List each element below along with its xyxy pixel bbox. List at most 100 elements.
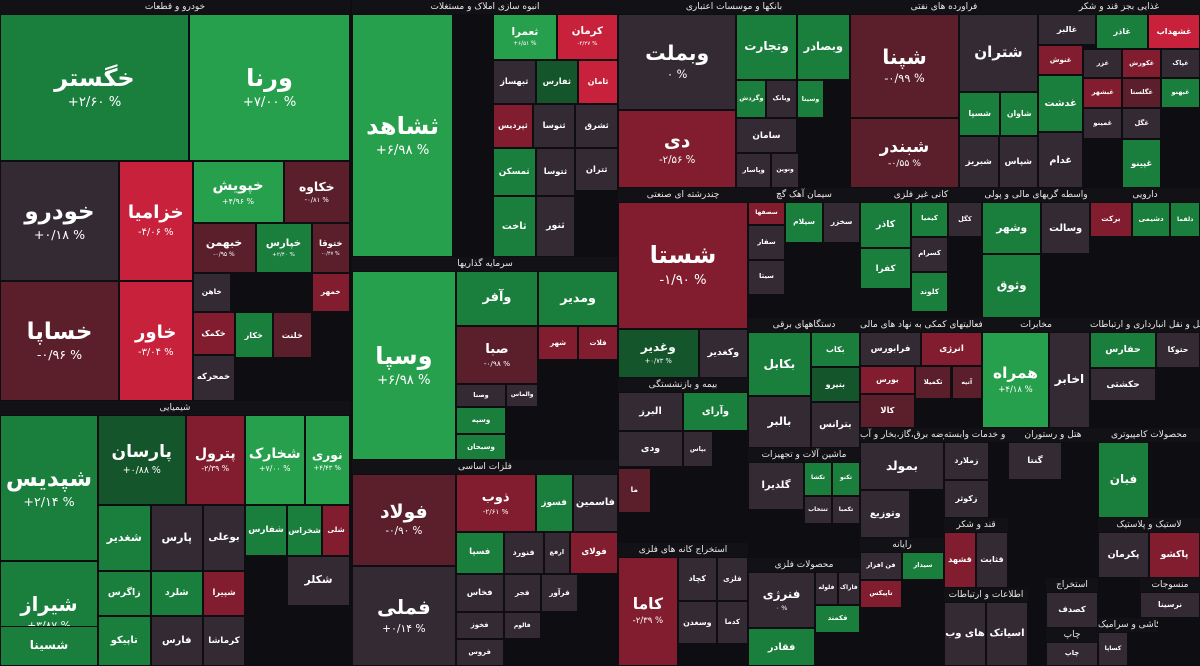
stock-tile[interactable]: فنورد [503,531,544,574]
stock-tile[interactable]: خاهن [192,273,231,312]
stock-tile[interactable]: گنتا [1008,442,1062,480]
stock-tile[interactable]: وآرای [683,392,748,432]
stock-tile[interactable]: وصنا [455,384,507,408]
stock-tile[interactable]: کدما [716,600,748,645]
stock-tile[interactable]: تاپیکس [860,580,902,608]
stock-tile[interactable]: تکنو [832,462,860,496]
stock-tile[interactable]: وسینا [796,80,825,119]
stock-tile[interactable]: سیتا [748,260,785,295]
stock-tile[interactable]: شفارس [245,505,287,556]
stock-tile[interactable]: نوری +۴/۴۳ % [304,415,350,506]
stock-tile[interactable]: والماس [506,384,539,408]
stock-tile[interactable]: وشهر [982,202,1042,255]
stock-tile[interactable]: البرز [618,392,683,432]
stock-tile[interactable]: فلزی [716,557,748,601]
stock-tile[interactable]: خزامیا -۴/۰۶ % [119,161,193,282]
stock-tile[interactable]: تکشا [804,462,832,496]
stock-tile[interactable]: وسبحان [455,433,507,460]
stock-tile[interactable]: سفار [748,225,785,260]
stock-tile[interactable]: بمولد [860,442,944,490]
stock-tile[interactable]: خکاوه -۰/۸۱ % [283,161,350,223]
stock-tile[interactable]: حفارس [1090,332,1156,369]
stock-tile[interactable]: ثامان [578,60,618,104]
stock-tile[interactable]: اسیاتک [986,602,1028,666]
stock-tile[interactable]: خساپا -۰/۹۶ % [0,281,119,401]
stock-tile[interactable]: سیلام [784,202,824,243]
stock-tile[interactable]: فولاد -۰/۹۰ % [352,474,456,567]
stock-tile[interactable]: وپاسار [736,153,772,188]
stock-tile[interactable]: وثوق [982,254,1042,318]
stock-tile[interactable]: شخارک +۷/۰۰ % [245,415,305,506]
stock-tile[interactable]: غبشهر [1083,78,1123,108]
stock-tile[interactable]: حتوکا [1156,332,1200,369]
stock-tile[interactable]: فلات [578,325,618,360]
stock-tile[interactable]: پکرمان [1098,532,1149,578]
stock-tile[interactable]: وبملت ۰ % [618,14,737,110]
stock-tile[interactable]: ومدیر [538,271,618,326]
stock-tile[interactable]: غالبر [1038,14,1097,46]
stock-tile[interactable]: همراه +۴/۱۸ % [982,332,1049,428]
stock-tile[interactable]: ثفارس [535,60,579,104]
stock-tile[interactable]: فبان [1098,442,1149,518]
stock-tile[interactable]: وسالت [1041,202,1090,255]
stock-tile[interactable]: تنتخاب [804,495,832,525]
stock-tile[interactable]: فولای [570,531,618,574]
stock-tile[interactable]: فنرژی ۰ % [748,572,816,629]
stock-tile[interactable]: بورس [860,365,915,395]
stock-tile[interactable]: وبصادر [796,14,850,81]
stock-tile[interactable]: اخابر [1048,332,1090,428]
stock-tile[interactable]: غگلستا [1122,78,1162,108]
stock-tile[interactable]: کرماشا [203,615,245,666]
stock-tile[interactable]: ثنور [535,196,576,257]
stock-tile[interactable]: غپاک [1161,48,1200,79]
stock-tile[interactable]: سامان [736,118,797,154]
stock-tile[interactable]: ونوین [771,153,799,188]
stock-tile[interactable]: چاپ [1046,642,1098,666]
stock-tile[interactable]: غمینو [1083,107,1123,140]
stock-tile[interactable]: وسپا +۶/۹۸ % [352,271,456,460]
stock-tile[interactable]: فلوله [815,572,838,605]
stock-tile[interactable]: بکابل [748,332,811,396]
stock-tile[interactable]: شاوان [1000,92,1038,136]
stock-tile[interactable]: فارس [150,615,203,666]
stock-tile[interactable]: شسینا [0,625,98,666]
stock-tile[interactable]: پارس [150,505,203,571]
stock-tile[interactable]: غکورش [1122,48,1162,79]
stock-tile[interactable]: ثمسکن [492,147,536,197]
stock-tile[interactable]: پترول -۲/۳۹ % [185,415,245,506]
stock-tile[interactable]: وآفر [455,271,539,326]
stock-tile[interactable]: وکغدیر [698,328,748,378]
stock-tile[interactable]: فرابورس [860,332,921,366]
stock-tile[interactable]: سصفها [748,202,785,226]
stock-tile[interactable]: ثاخت [492,196,536,257]
stock-tile[interactable]: کالا [860,394,915,428]
stock-tile[interactable]: فسپا [455,531,504,574]
stock-tile[interactable]: غزر [1083,48,1123,79]
stock-tile[interactable]: بترانس [810,401,860,448]
stock-tile[interactable]: بکاب [810,332,860,367]
stock-tile[interactable]: غبهنو [1161,78,1200,108]
stock-tile[interactable]: کاذر [860,202,912,249]
stock-tile[interactable]: ثشاهد +۶/۹۸ % [352,14,454,257]
stock-tile[interactable]: غدشت [1038,74,1084,133]
stock-tile[interactable]: خلنت [273,311,312,359]
stock-tile[interactable]: کلوند [911,271,948,313]
stock-tile[interactable]: زکوثر [944,480,989,518]
stock-tile[interactable]: کسرام [911,236,948,272]
stock-tile[interactable]: خکمک [192,311,235,355]
stock-tile[interactable]: دی -۲/۵۶ % [618,109,737,188]
stock-tile[interactable]: شستا -۱/۹۰ % [618,202,748,329]
stock-tile[interactable]: غپینو [1122,139,1162,188]
stock-tile[interactable]: خاور -۳/۰۴ % [119,281,193,401]
stock-tile[interactable]: کصدف [1046,592,1098,628]
stock-tile[interactable]: فخاس [455,573,504,613]
stock-tile[interactable]: فجر [503,573,541,613]
stock-tile[interactable]: سخزر [823,202,860,243]
stock-tile[interactable]: کساپا [1098,632,1128,666]
stock-tile[interactable]: ارفع [543,531,571,574]
stock-tile[interactable]: ثشرق [575,103,618,148]
stock-tile[interactable]: ثپردیس [492,103,533,148]
stock-tile[interactable]: شکلر [287,555,350,606]
stock-tile[interactable]: غشهداب [1148,14,1200,49]
stock-tile[interactable]: شپاس [998,135,1038,188]
